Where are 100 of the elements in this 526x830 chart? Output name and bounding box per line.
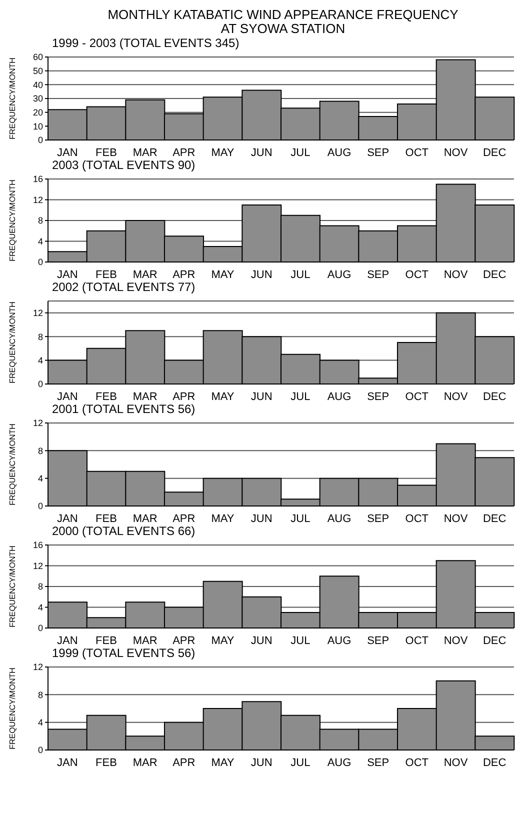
x-tick-label: APR — [172, 756, 196, 769]
y-tick-label: 10 — [32, 121, 43, 132]
x-tick-label: FEB — [96, 634, 117, 647]
y-tick-label: 12 — [32, 194, 43, 205]
y-tick-label: 4 — [38, 602, 43, 612]
x-tick-label: JAN — [57, 268, 78, 281]
x-tick-label: SEP — [367, 634, 390, 647]
y-tick-label: 30 — [32, 94, 43, 104]
x-tick-label: FEB — [96, 146, 117, 159]
y-axis-title: FREQUENCY/MONTH — [8, 545, 17, 628]
x-tick-label: APR — [172, 390, 196, 403]
x-tick-label: FEB — [96, 268, 117, 281]
x-tick-label: DEC — [482, 390, 506, 403]
x-tick-label: JUL — [290, 634, 310, 647]
x-tick-label: NOV — [444, 268, 468, 281]
x-tick-label: OCT — [405, 634, 429, 647]
y-tick-label: 8 — [38, 690, 43, 700]
y-tick-label: 4 — [38, 236, 43, 246]
y-tick-label: 8 — [38, 332, 43, 342]
x-tick-label: MAY — [211, 512, 235, 525]
x-tick-label: FEB — [96, 390, 117, 403]
y-axis-title: FREQUENCY/MONTH — [8, 57, 17, 140]
y-tick-label: 0 — [38, 135, 43, 146]
x-tick-label: MAR — [132, 512, 158, 525]
y-tick-label: 4 — [38, 718, 43, 728]
x-tick-label: NOV — [444, 512, 468, 525]
x-tick-label: JUL — [290, 756, 310, 769]
chart-subtitle: 2002 (TOTAL EVENTS 77) — [51, 280, 196, 294]
y-tick-label: 12 — [32, 418, 43, 428]
y-tick-label: 12 — [32, 662, 43, 672]
x-tick-label: NOV — [444, 756, 468, 769]
x-tick-label: DEC — [482, 268, 506, 281]
x-tick-label: SEP — [367, 390, 390, 403]
y-tick-label: 4 — [38, 355, 43, 366]
x-tick-label: JUN — [250, 634, 272, 647]
y-tick-label: 16 — [32, 540, 43, 550]
x-tick-label: OCT — [405, 756, 429, 769]
x-tick-label: DEC — [482, 146, 506, 159]
x-tick-label: JAN — [57, 756, 78, 769]
x-tick-label: SEP — [367, 146, 390, 159]
y-tick-label: 16 — [32, 174, 43, 184]
x-tick-label: JUN — [250, 390, 272, 403]
x-tick-label: OCT — [405, 146, 429, 159]
y-tick-label: 4 — [38, 474, 43, 484]
y-tick-label: 0 — [38, 257, 43, 268]
x-tick-label: AUG — [327, 146, 352, 159]
x-tick-label: MAY — [211, 146, 235, 159]
x-tick-label: JUL — [290, 146, 310, 159]
x-tick-label: APR — [172, 268, 196, 281]
x-tick-label: JUL — [290, 268, 310, 281]
y-tick-label: 40 — [32, 80, 43, 90]
x-tick-label: SEP — [367, 512, 390, 525]
x-tick-label: MAR — [132, 146, 158, 159]
x-tick-label: JAN — [57, 390, 78, 403]
x-tick-label: MAR — [132, 756, 158, 769]
x-tick-label: JUN — [250, 756, 272, 769]
y-tick-label: 12 — [32, 308, 43, 318]
x-tick-label: AUG — [327, 390, 352, 403]
y-tick-label: 0 — [38, 745, 43, 756]
x-tick-label: OCT — [405, 268, 429, 281]
x-tick-label: AUG — [327, 268, 352, 281]
y-axis-title: FREQUENCY/MONTH — [8, 301, 17, 384]
x-tick-label: JUL — [290, 390, 310, 403]
x-tick-label: SEP — [367, 756, 390, 769]
x-tick-label: NOV — [444, 146, 468, 159]
x-tick-label: MAY — [211, 390, 235, 403]
x-tick-label: MAY — [211, 634, 235, 647]
chart-subtitle: 2001 (TOTAL EVENTS 56) — [51, 402, 196, 416]
x-tick-label: MAR — [132, 268, 158, 281]
x-tick-label: JUN — [250, 268, 272, 281]
chart-title: MONTHLY KATABATIC WIND APPEARANCE FREQUENCY AT SYOWA STATION — [106, 7, 460, 36]
x-tick-label: FEB — [96, 512, 117, 525]
x-tick-label: DEC — [482, 512, 506, 525]
y-tick-label: 20 — [32, 108, 43, 118]
x-tick-label: JAN — [57, 634, 78, 647]
x-tick-label: JUN — [250, 512, 272, 525]
chart-subtitle: 2003 (TOTAL EVENTS 90) — [51, 158, 196, 172]
x-tick-label: FEB — [96, 756, 117, 769]
x-tick-label: NOV — [444, 634, 468, 647]
y-tick-label: 8 — [38, 446, 43, 456]
chart-subtitle: 1999 (TOTAL EVENTS 56) — [51, 646, 196, 660]
x-tick-label: APR — [172, 634, 196, 647]
x-tick-label: SEP — [367, 268, 390, 281]
x-tick-label: APR — [172, 512, 196, 525]
x-tick-label: AUG — [327, 634, 352, 647]
x-tick-label: MAY — [211, 268, 235, 281]
x-tick-label: OCT — [405, 390, 429, 403]
x-tick-label: AUG — [327, 512, 352, 525]
y-tick-label: 0 — [38, 623, 43, 634]
x-tick-label: MAY — [211, 756, 235, 769]
chart-subtitle: 1999 - 2003 (TOTAL EVENTS 345) — [51, 36, 240, 50]
y-tick-label: 60 — [32, 52, 43, 62]
x-tick-label: DEC — [482, 756, 506, 769]
x-tick-label: JAN — [57, 512, 78, 525]
y-axis-title: FREQUENCY/MONTH — [8, 667, 17, 750]
x-tick-label: APR — [172, 146, 196, 159]
y-tick-label: 0 — [38, 501, 43, 512]
y-tick-label: 50 — [32, 66, 43, 76]
y-tick-label: 0 — [38, 379, 43, 390]
chart-subtitle: 2000 (TOTAL EVENTS 66) — [51, 524, 196, 538]
